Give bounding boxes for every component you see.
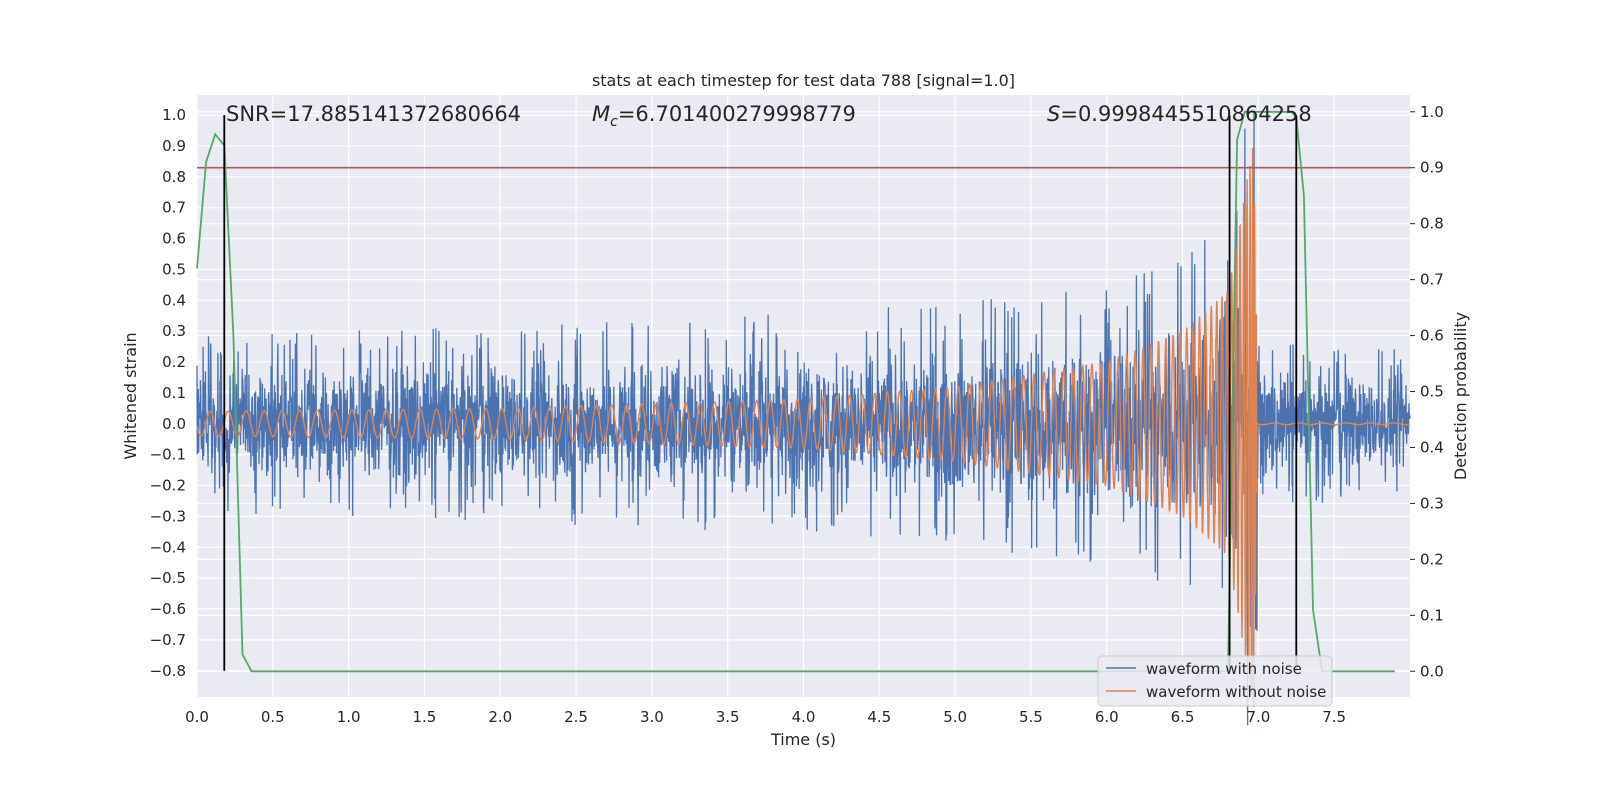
legend-label-clean: waveform without noise	[1146, 683, 1326, 701]
x-tick-label: 3.0	[640, 708, 664, 726]
y-left-tick-label: −0.8	[150, 662, 186, 680]
y-left-tick-label: −0.3	[150, 507, 186, 525]
x-tick-label: 5.5	[1019, 708, 1043, 726]
x-tick-label: 3.5	[716, 708, 740, 726]
mc-symbol: M	[592, 102, 610, 126]
x-tick-label: 4.0	[792, 708, 816, 726]
s-symbol: S	[1047, 102, 1060, 126]
x-tick-label: 2.0	[488, 708, 512, 726]
y-right-tick-label: 1.0	[1420, 103, 1444, 121]
x-tick-label: 7.0	[1246, 708, 1270, 726]
x-tick-label: 0.5	[261, 708, 285, 726]
snr-value: 17.885141372680664	[287, 102, 521, 126]
y-left-tick-label: −0.5	[150, 569, 186, 587]
x-tick-label: 6.5	[1171, 708, 1195, 726]
y-right-tick-label: 0.0	[1420, 662, 1444, 680]
y-left-tick-label: −0.4	[150, 538, 186, 556]
y-left-tick-label: 0.8	[162, 168, 186, 186]
y-right-tick-label: 0.1	[1420, 606, 1444, 624]
y-right-tick-label: 0.6	[1420, 327, 1444, 345]
s-value: =0.9998445510864258	[1060, 102, 1311, 126]
x-tick-label: 4.5	[867, 708, 891, 726]
x-tick-label: 2.5	[564, 708, 588, 726]
series-waveform-without-noise	[196, 148, 1410, 708]
y-left-tick-label: 1.0	[162, 106, 186, 124]
chart-title: stats at each timestep for test data 788…	[592, 71, 1015, 90]
markers	[223, 115, 1298, 671]
y-right-tick-label: 0.9	[1420, 159, 1444, 177]
y-left-tick-label: −0.6	[150, 600, 186, 618]
y-right-tick-label: 0.8	[1420, 215, 1444, 233]
y-left-tick-label: −0.1	[150, 446, 186, 464]
x-tick-label: 1.5	[413, 708, 437, 726]
series-detection-probability	[196, 110, 1395, 673]
y-right-tick-label: 0.4	[1420, 438, 1444, 456]
legend-box	[1097, 655, 1333, 707]
y-right-tick-label: 0.5	[1420, 383, 1444, 401]
snr-prefix: SNR=	[226, 102, 287, 126]
snr-annotation: SNR=17.885141372680664	[226, 102, 521, 126]
y-left-tick-label: 0.0	[162, 415, 186, 433]
x-axis-label: Time (s)	[770, 730, 836, 749]
y-left-tick-label: 0.1	[162, 384, 186, 402]
chirp-mass-annotation: Mc=6.701400279998779	[592, 102, 856, 130]
y-left-tick-label: 0.2	[162, 353, 186, 371]
y-left-tick-label: 0.7	[162, 199, 186, 217]
mc-subscript: c	[610, 114, 618, 130]
legend-label-noisy: waveform with noise	[1146, 660, 1302, 678]
y-left-tick-label: −0.7	[150, 631, 186, 649]
x-tick-label: 0.0	[185, 708, 209, 726]
y-left-tick-label: 0.3	[162, 322, 186, 340]
y-right-tick-label: 0.3	[1420, 494, 1444, 512]
series-layer	[196, 110, 1411, 726]
x-tick-label: 7.5	[1322, 708, 1346, 726]
legend: waveform with noise waveform without noi…	[1097, 655, 1333, 707]
y-right-tick-label: 0.7	[1420, 271, 1444, 289]
y-left-tick-label: 0.9	[162, 137, 186, 155]
y-axis-left-label: Whitened strain	[121, 332, 140, 459]
score-annotation: S=0.9998445510864258	[1047, 102, 1312, 126]
y-left-tick-label: −0.2	[150, 477, 186, 495]
axes: 0.0 0.5 1.0 1.5 2.0 2.5 3.0 3.5 4.0 4.5 5.0 5.5 6.0 6…	[150, 103, 1444, 726]
mc-value: =6.701400279998779	[618, 102, 856, 126]
y-axis-right-label: Detection probability	[1451, 312, 1470, 480]
y-right-tick-label: 0.2	[1420, 550, 1444, 568]
x-tick-label: 1.0	[337, 708, 361, 726]
y-left-tick-label: 0.6	[162, 230, 186, 248]
x-tick-label: 6.0	[1095, 708, 1119, 726]
x-tick-label: 5.0	[943, 708, 967, 726]
y-left-tick-label: 0.5	[162, 260, 186, 278]
y-left-tick-label: 0.4	[162, 291, 186, 309]
